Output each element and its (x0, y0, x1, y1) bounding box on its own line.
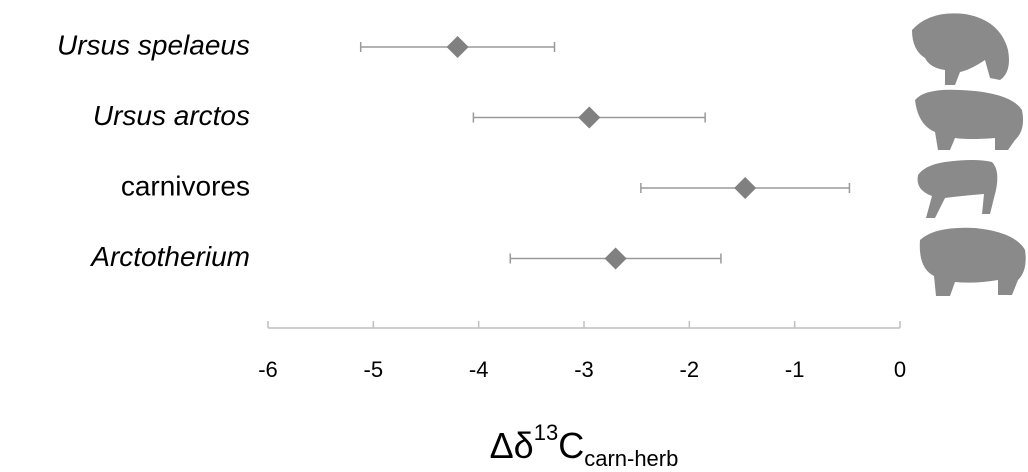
category-label: Ursus arctos (93, 100, 250, 131)
x-tick-label: -2 (680, 357, 700, 382)
x-axis-label: Δδ13Ccarn-herb (490, 420, 679, 471)
diamond-marker (578, 106, 601, 129)
x-label-sub: carn-herb (584, 446, 678, 471)
cave-bear-icon (912, 13, 1009, 85)
x-label-sup: 13 (534, 420, 558, 445)
arctotherium-icon (919, 227, 1026, 296)
brown-bear-icon (915, 89, 1024, 150)
x-label-main: C (558, 425, 584, 466)
x-tick-label: -4 (469, 357, 489, 382)
x-tick-label: -5 (364, 357, 384, 382)
diamond-marker (446, 36, 469, 58)
x-tick-label: -6 (258, 357, 278, 382)
x-tick-label: -1 (785, 357, 805, 382)
category-label: Arctotherium (89, 241, 250, 272)
category-label: Ursus spelaeus (57, 29, 250, 60)
category-label: carnivores (121, 170, 250, 201)
x-tick-label: -3 (574, 357, 594, 382)
x-tick-label: 0 (894, 357, 906, 382)
hyena-icon (917, 160, 998, 218)
diamond-marker (734, 177, 757, 199)
x-label-base: Δδ (490, 425, 534, 466)
animal-illustrations (912, 13, 1026, 296)
diamond-marker (604, 247, 627, 270)
